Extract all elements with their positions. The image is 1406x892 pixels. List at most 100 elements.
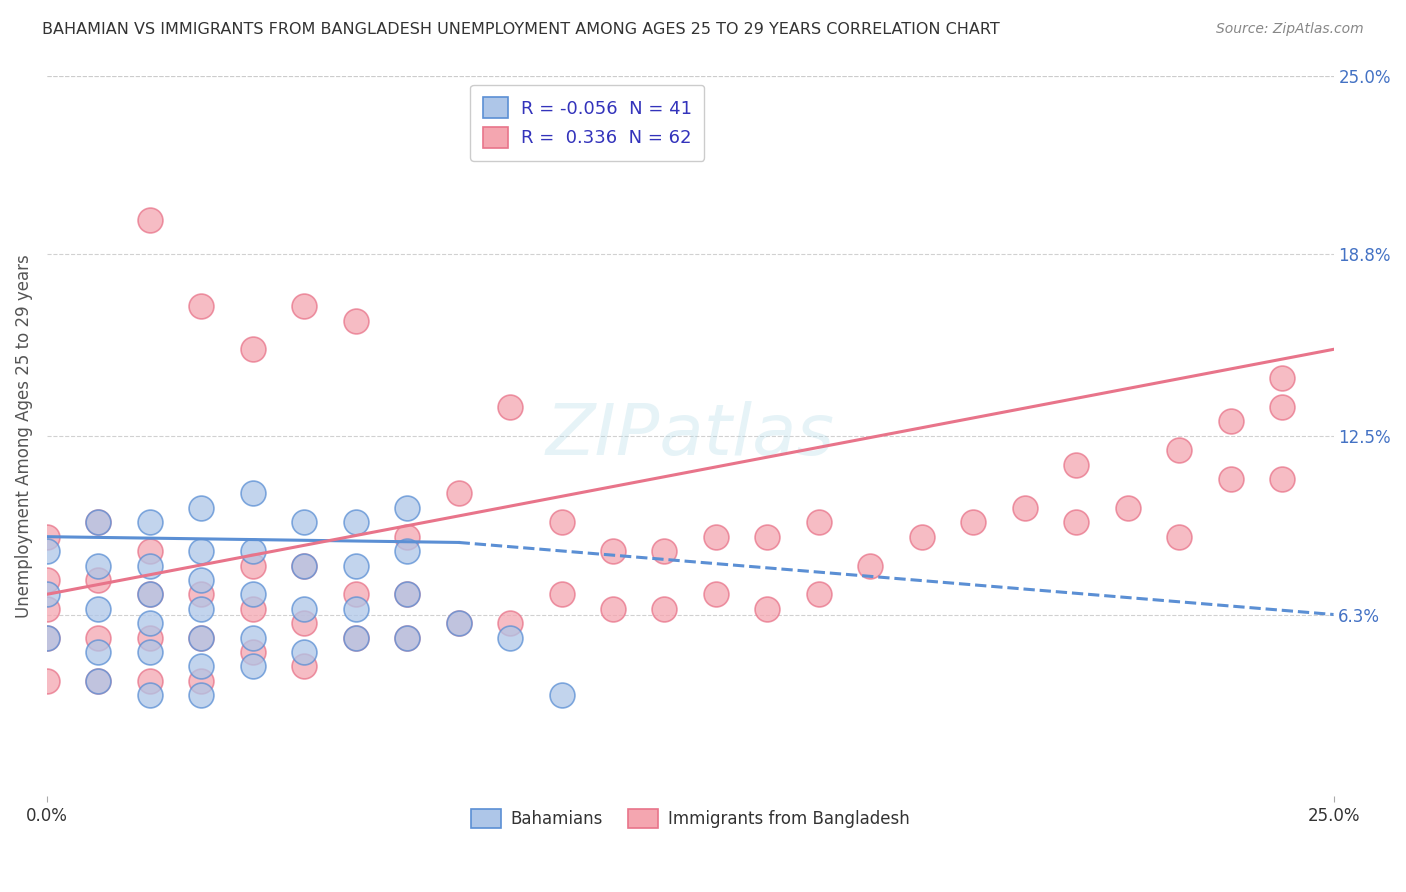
Point bbox=[1014, 500, 1036, 515]
Point bbox=[190, 587, 212, 601]
Point bbox=[242, 631, 264, 645]
Point bbox=[704, 530, 727, 544]
Point bbox=[242, 659, 264, 673]
Point bbox=[396, 544, 419, 558]
Point bbox=[87, 558, 110, 573]
Point bbox=[292, 645, 315, 659]
Point bbox=[704, 587, 727, 601]
Text: BAHAMIAN VS IMMIGRANTS FROM BANGLADESH UNEMPLOYMENT AMONG AGES 25 TO 29 YEARS CO: BAHAMIAN VS IMMIGRANTS FROM BANGLADESH U… bbox=[42, 22, 1000, 37]
Point bbox=[550, 688, 572, 702]
Point bbox=[87, 631, 110, 645]
Point bbox=[35, 631, 58, 645]
Point bbox=[344, 587, 367, 601]
Legend: Bahamians, Immigrants from Bangladesh: Bahamians, Immigrants from Bangladesh bbox=[464, 802, 917, 835]
Point bbox=[139, 516, 162, 530]
Point bbox=[756, 601, 779, 615]
Point bbox=[807, 587, 830, 601]
Point bbox=[139, 645, 162, 659]
Point bbox=[139, 616, 162, 631]
Point bbox=[447, 486, 470, 500]
Point bbox=[396, 500, 419, 515]
Point bbox=[242, 486, 264, 500]
Point bbox=[242, 558, 264, 573]
Point bbox=[1219, 414, 1241, 428]
Point bbox=[35, 673, 58, 688]
Point bbox=[292, 601, 315, 615]
Point bbox=[292, 558, 315, 573]
Point bbox=[962, 516, 984, 530]
Point bbox=[139, 631, 162, 645]
Point bbox=[756, 530, 779, 544]
Point bbox=[344, 516, 367, 530]
Point bbox=[190, 688, 212, 702]
Point bbox=[35, 573, 58, 587]
Point bbox=[190, 673, 212, 688]
Point bbox=[1116, 500, 1139, 515]
Point bbox=[292, 558, 315, 573]
Point bbox=[35, 601, 58, 615]
Point bbox=[602, 544, 624, 558]
Point bbox=[242, 343, 264, 357]
Point bbox=[1219, 472, 1241, 486]
Point bbox=[87, 645, 110, 659]
Point bbox=[654, 544, 676, 558]
Point bbox=[499, 400, 522, 414]
Point bbox=[139, 544, 162, 558]
Point bbox=[499, 631, 522, 645]
Point bbox=[396, 587, 419, 601]
Point bbox=[344, 631, 367, 645]
Point bbox=[344, 313, 367, 327]
Point bbox=[87, 673, 110, 688]
Point bbox=[139, 587, 162, 601]
Point bbox=[654, 601, 676, 615]
Point bbox=[396, 631, 419, 645]
Point bbox=[292, 659, 315, 673]
Point bbox=[344, 601, 367, 615]
Point bbox=[292, 299, 315, 313]
Point bbox=[1271, 400, 1294, 414]
Point bbox=[911, 530, 934, 544]
Point bbox=[292, 516, 315, 530]
Point bbox=[190, 631, 212, 645]
Point bbox=[87, 673, 110, 688]
Text: Source: ZipAtlas.com: Source: ZipAtlas.com bbox=[1216, 22, 1364, 37]
Point bbox=[550, 587, 572, 601]
Point bbox=[242, 587, 264, 601]
Point bbox=[190, 659, 212, 673]
Point bbox=[292, 616, 315, 631]
Point bbox=[602, 601, 624, 615]
Point bbox=[35, 587, 58, 601]
Point bbox=[139, 673, 162, 688]
Point bbox=[35, 530, 58, 544]
Point bbox=[550, 516, 572, 530]
Point bbox=[190, 601, 212, 615]
Point bbox=[396, 530, 419, 544]
Point bbox=[1064, 516, 1087, 530]
Point bbox=[139, 212, 162, 227]
Point bbox=[807, 516, 830, 530]
Point bbox=[447, 616, 470, 631]
Point bbox=[242, 544, 264, 558]
Point bbox=[35, 544, 58, 558]
Point bbox=[396, 631, 419, 645]
Point bbox=[1168, 443, 1191, 458]
Point bbox=[87, 601, 110, 615]
Point bbox=[499, 616, 522, 631]
Point bbox=[344, 558, 367, 573]
Point bbox=[1168, 530, 1191, 544]
Point bbox=[190, 500, 212, 515]
Point bbox=[190, 544, 212, 558]
Y-axis label: Unemployment Among Ages 25 to 29 years: Unemployment Among Ages 25 to 29 years bbox=[15, 254, 32, 617]
Point bbox=[1271, 371, 1294, 385]
Point bbox=[1064, 458, 1087, 472]
Point bbox=[447, 616, 470, 631]
Point bbox=[344, 631, 367, 645]
Point bbox=[242, 645, 264, 659]
Point bbox=[190, 631, 212, 645]
Point bbox=[139, 587, 162, 601]
Point bbox=[87, 573, 110, 587]
Text: ZIPatlas: ZIPatlas bbox=[546, 401, 835, 470]
Point bbox=[87, 516, 110, 530]
Point bbox=[87, 516, 110, 530]
Point bbox=[396, 587, 419, 601]
